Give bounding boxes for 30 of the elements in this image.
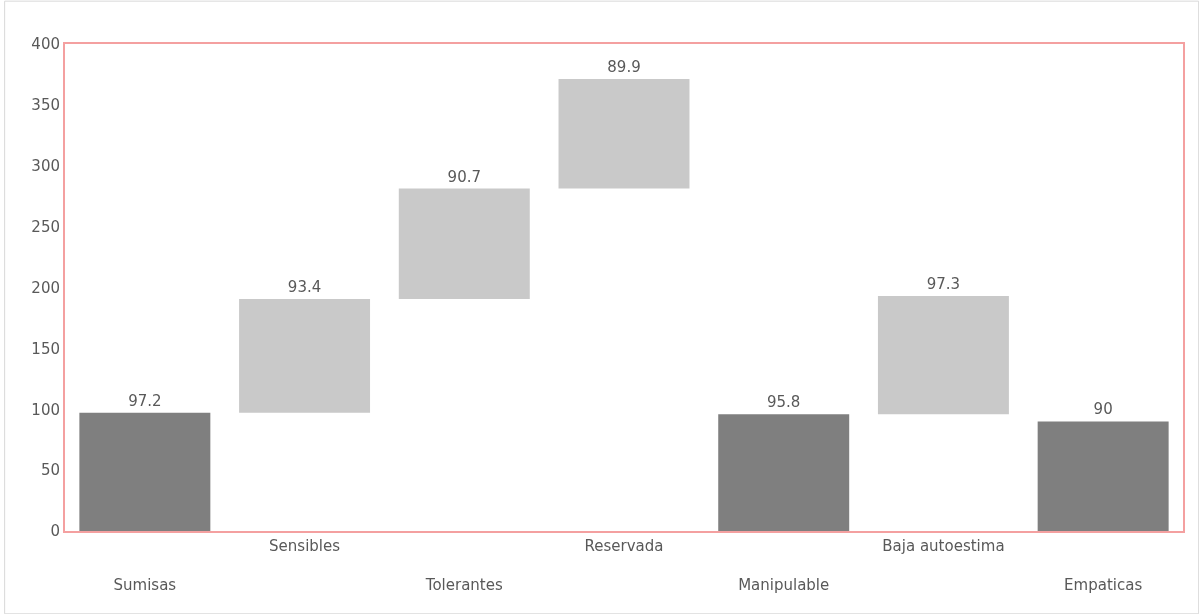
data-label: 89.9 xyxy=(607,58,641,77)
data-label: 97.2 xyxy=(128,391,162,410)
data-label: 90 xyxy=(1093,400,1113,419)
bar xyxy=(1037,421,1169,531)
bar xyxy=(877,295,1009,415)
data-label: 97.3 xyxy=(926,274,961,293)
y-tick-label: 350 xyxy=(31,96,60,115)
y-tick-label: 100 xyxy=(31,400,60,419)
bar xyxy=(398,188,530,299)
y-tick-label: 400 xyxy=(31,35,60,54)
y-tick-label: 0 xyxy=(50,522,60,541)
data-label: 90.7 xyxy=(447,167,481,186)
bar xyxy=(718,414,850,531)
y-tick-label: 50 xyxy=(40,461,60,480)
y-tick-label: 300 xyxy=(31,157,60,175)
x-tick-label: Baja autoestima xyxy=(882,537,1005,555)
x-tick-label: Sensibles xyxy=(269,537,341,555)
bar xyxy=(79,412,211,531)
x-tick-label: Empaticas xyxy=(1064,576,1143,594)
data-label: 95.8 xyxy=(767,393,801,412)
bar xyxy=(239,298,371,413)
x-tick-label: Manipulable xyxy=(738,576,830,594)
x-tick-label: Reservada xyxy=(584,537,664,555)
x-tick-label: Tolerantes xyxy=(424,576,503,594)
y-tick-label: 250 xyxy=(31,217,60,236)
y-tick-label: 200 xyxy=(31,278,60,297)
x-tick-label: Sumisas xyxy=(113,576,177,594)
bar xyxy=(558,79,690,189)
y-tick-label: 150 xyxy=(31,339,60,358)
data-label: 93.4 xyxy=(287,277,322,296)
